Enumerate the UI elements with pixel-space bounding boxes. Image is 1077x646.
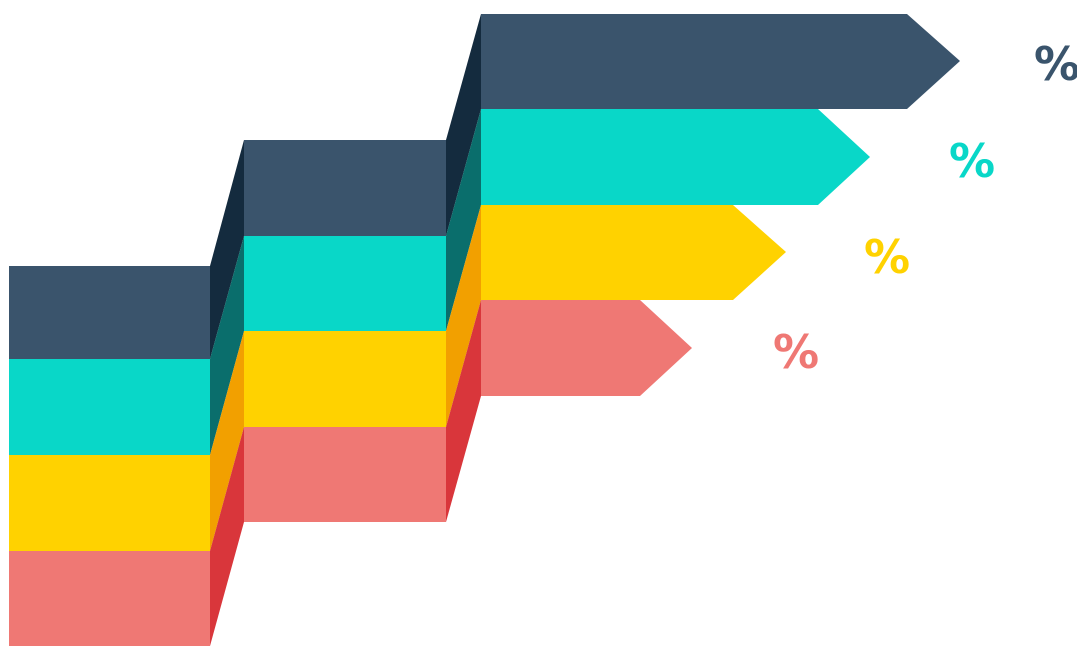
- step-2-front-coral: [244, 427, 446, 522]
- percent-label-coral: %: [773, 325, 819, 379]
- step-1-side-navy: [210, 140, 244, 359]
- percent-labels: % % % %: [773, 37, 1077, 379]
- step-1-side-yellow: [210, 331, 244, 551]
- step-1-front-teal: [9, 359, 210, 455]
- step-2-front-yellow: [244, 331, 446, 427]
- percent-label-teal: %: [949, 134, 995, 188]
- step-1-front-faces: [9, 266, 210, 646]
- step-1-side-teal: [210, 236, 244, 455]
- step-2-front-faces: [244, 140, 446, 522]
- percent-label-yellow: %: [864, 230, 910, 284]
- arrow-coral: [481, 300, 692, 396]
- step-1-side-faces: [210, 140, 244, 646]
- step-2-side-yellow: [446, 205, 481, 427]
- step-1-front-coral: [9, 551, 210, 646]
- step-2-side-navy: [446, 14, 481, 236]
- step-2-side-faces: [446, 14, 481, 522]
- step-1-side-coral: [210, 427, 244, 646]
- step-2-front-teal: [244, 236, 446, 331]
- step-2-side-coral: [446, 300, 481, 522]
- step-2-side-teal: [446, 109, 481, 331]
- step-1-front-navy: [9, 266, 210, 359]
- step-3-arrows: [481, 14, 960, 396]
- arrow-navy: [481, 14, 960, 109]
- step-1-front-yellow: [9, 455, 210, 551]
- percent-label-navy: %: [1034, 37, 1077, 91]
- arrow-yellow: [481, 205, 786, 300]
- arrow-teal: [481, 109, 870, 205]
- step-2-front-navy: [244, 140, 446, 236]
